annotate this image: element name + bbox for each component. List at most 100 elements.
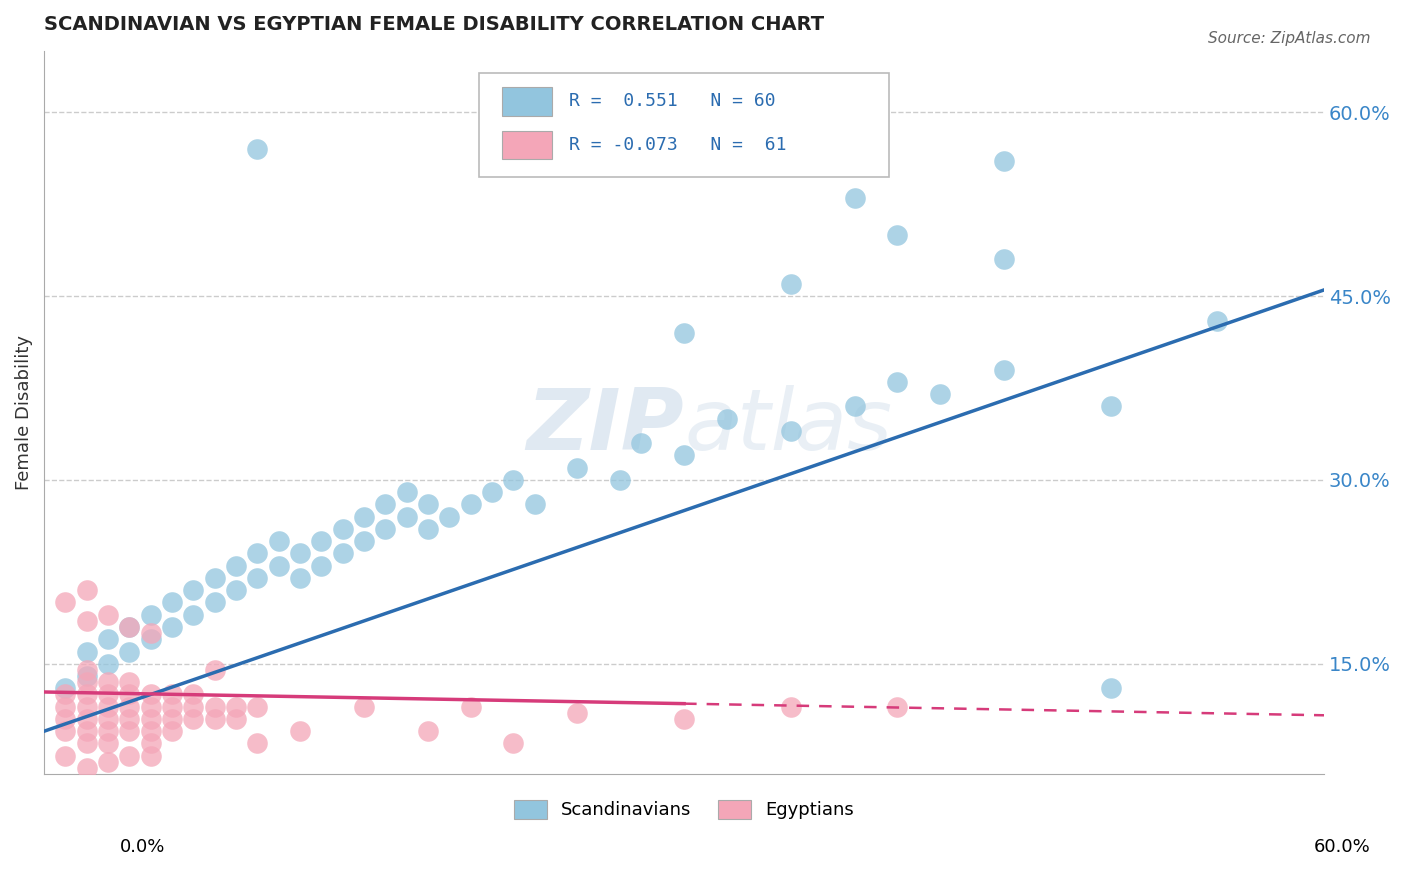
Point (118, 748, 141, 763)
Point (118, 688, 141, 702)
Point (97, 736, 120, 750)
Point (160, 595, 183, 609)
Point (567, 706, 589, 720)
Point (267, 534, 290, 549)
Point (844, 191, 866, 205)
Point (886, 699, 908, 714)
Point (55, 748, 77, 763)
Point (183, 583, 205, 598)
Point (139, 712, 162, 726)
Point (311, 534, 333, 549)
Text: 0.0%: 0.0% (120, 838, 165, 855)
Point (97, 607, 120, 622)
Point (204, 663, 226, 677)
Text: Source: ZipAtlas.com: Source: ZipAtlas.com (1208, 31, 1371, 46)
Text: SCANDINAVIAN VS EGYPTIAN FEMALE DISABILITY CORRELATION CHART: SCANDINAVIAN VS EGYPTIAN FEMALE DISABILI… (44, 15, 824, 34)
Point (97, 657, 120, 671)
Point (1206, 313, 1229, 327)
Point (779, 424, 801, 438)
Point (225, 583, 247, 598)
Point (139, 748, 162, 763)
Point (139, 736, 162, 750)
Text: R = -0.073   N =  61: R = -0.073 N = 61 (569, 136, 786, 153)
Point (716, 411, 738, 425)
Point (502, 736, 524, 750)
Point (183, 712, 205, 726)
Point (288, 546, 311, 560)
Point (225, 558, 247, 573)
Point (76, 663, 98, 677)
Point (139, 632, 162, 647)
Point (139, 724, 162, 739)
Point (886, 227, 908, 242)
Point (204, 712, 226, 726)
Point (395, 485, 418, 500)
Point (523, 497, 546, 511)
Point (118, 712, 141, 726)
Point (118, 620, 141, 634)
Point (267, 558, 290, 573)
Point (160, 620, 183, 634)
Point (993, 252, 1015, 267)
Point (55, 688, 77, 702)
Point (55, 712, 77, 726)
Point (160, 712, 183, 726)
Point (246, 736, 269, 750)
Point (332, 546, 354, 560)
Point (97, 755, 120, 769)
Point (76, 699, 98, 714)
Point (886, 375, 908, 389)
Point (97, 724, 120, 739)
Point (416, 497, 439, 511)
Text: 60.0%: 60.0% (1315, 838, 1371, 855)
Point (118, 699, 141, 714)
Point (76, 614, 98, 628)
Point (55, 699, 77, 714)
Point (55, 595, 77, 609)
Point (76, 736, 98, 750)
Point (246, 142, 269, 156)
Point (246, 571, 269, 585)
FancyBboxPatch shape (502, 131, 553, 159)
Point (204, 699, 226, 714)
Point (353, 534, 375, 549)
Point (502, 473, 524, 487)
Point (929, 387, 952, 401)
Point (160, 724, 183, 739)
Point (160, 699, 183, 714)
Text: atlas: atlas (685, 385, 893, 468)
Point (1099, 681, 1122, 696)
Point (76, 675, 98, 690)
Point (139, 626, 162, 640)
Point (844, 400, 866, 414)
Point (76, 688, 98, 702)
Point (204, 571, 226, 585)
Point (76, 644, 98, 658)
Point (55, 681, 77, 696)
Point (609, 473, 631, 487)
Point (993, 362, 1015, 376)
Point (183, 688, 205, 702)
Text: ZIP: ZIP (526, 385, 685, 468)
Point (118, 724, 141, 739)
Point (481, 485, 503, 500)
Point (246, 699, 269, 714)
Point (204, 595, 226, 609)
Point (439, 509, 461, 524)
Point (374, 522, 396, 536)
Point (76, 724, 98, 739)
Point (55, 724, 77, 739)
Point (779, 699, 801, 714)
Point (246, 546, 269, 560)
Point (76, 712, 98, 726)
Point (353, 509, 375, 524)
Point (225, 699, 247, 714)
Point (1099, 400, 1122, 414)
FancyBboxPatch shape (479, 72, 889, 178)
Point (76, 669, 98, 683)
Point (673, 712, 696, 726)
Point (97, 712, 120, 726)
Point (630, 436, 652, 450)
Point (118, 620, 141, 634)
Point (225, 712, 247, 726)
